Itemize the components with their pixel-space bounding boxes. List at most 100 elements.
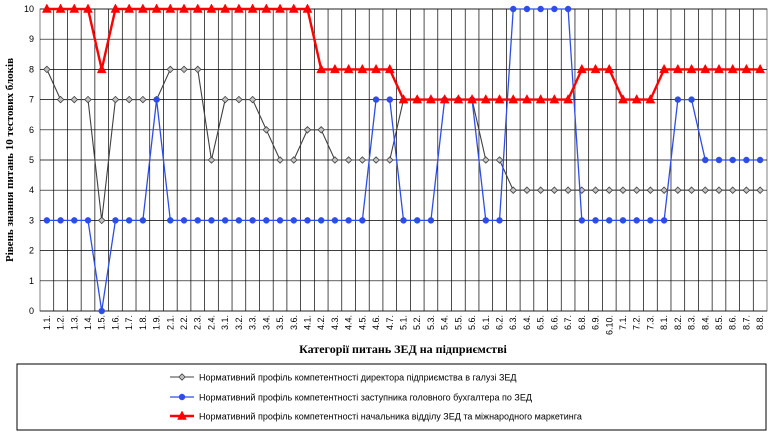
x-tick-label: 1.6.	[110, 315, 120, 330]
y-tick-label: 2	[29, 246, 34, 256]
y-tick-label: 6	[29, 125, 34, 135]
data-point-diamond	[674, 186, 682, 194]
x-tick-label: 5.3.	[426, 315, 436, 330]
series-2	[43, 5, 764, 315]
y-tick-label: 5	[29, 155, 34, 165]
y-axis-label: Рівень знання питань 10 тестових блоків	[4, 58, 16, 262]
data-point-triangle	[480, 94, 491, 104]
data-point-triangle	[206, 3, 217, 13]
x-tick-label: 8.2.	[673, 315, 683, 330]
data-point-diamond	[482, 156, 490, 164]
y-tick-labels: 0 1 2 3 4 5 6 7 8 9 10	[24, 4, 34, 316]
data-point-circle	[592, 217, 599, 224]
series-1	[43, 65, 764, 225]
x-tick-label: 5.4.	[440, 315, 450, 330]
data-point-circle	[139, 217, 147, 224]
x-tick-label: 2.2.	[179, 315, 189, 330]
data-point-triangle	[275, 3, 285, 13]
data-point-circle	[413, 217, 421, 224]
data-point-diamond	[139, 95, 147, 104]
x-tick-label: 4.6.	[371, 315, 381, 330]
data-point-circle	[427, 217, 435, 224]
data-point-circle	[633, 217, 640, 224]
data-point-triangle	[261, 3, 272, 13]
data-point-triangle	[439, 94, 450, 104]
data-point-diamond	[331, 156, 339, 164]
x-tick-label: 6.2.	[495, 315, 505, 330]
data-point-diamond	[358, 156, 367, 164]
data-point-triangle	[714, 63, 724, 74]
series-3	[41, 3, 766, 104]
data-point-circle	[178, 393, 186, 401]
x-tick-label: 3.3.	[248, 315, 258, 330]
data-point-diamond	[646, 186, 655, 194]
x-tick-label: 6.1.	[481, 315, 491, 330]
y-tick-label: 1	[29, 276, 34, 286]
data-point-triangle	[549, 94, 560, 104]
x-tick-label: 7.3.	[645, 315, 655, 330]
data-point-circle	[564, 5, 572, 13]
data-point-triangle	[357, 63, 368, 74]
data-point-triangle	[247, 3, 258, 13]
data-point-triangle	[371, 63, 381, 74]
data-point-triangle	[604, 63, 615, 74]
x-tick-label: 4.2.	[316, 315, 326, 330]
data-point-triangle	[69, 3, 80, 13]
data-point-diamond	[523, 186, 531, 194]
data-point-diamond	[125, 95, 133, 104]
data-point-triangle	[508, 94, 519, 104]
data-point-triangle	[494, 94, 505, 104]
data-point-diamond	[166, 65, 175, 74]
y-tick-label: 4	[29, 185, 34, 195]
data-point-triangle	[576, 63, 587, 74]
data-point-diamond	[235, 95, 243, 104]
data-point-triangle	[179, 3, 189, 13]
x-tick-labels: 1.1. 1.2. 1.3. 1.4. 1.5. 1.6. 1.7. 1.8. 1.9. 2.1.…	[42, 315, 765, 335]
data-point-circle	[249, 217, 256, 224]
data-point-circle	[729, 156, 736, 164]
x-tick-label: 1.4.	[83, 315, 93, 330]
data-point-circle	[98, 307, 105, 315]
data-point-circle	[359, 217, 366, 224]
data-point-diamond	[509, 186, 518, 194]
x-tick-label: 8.8.	[755, 315, 765, 330]
x-tick-label: 1.8.	[138, 315, 148, 330]
data-point-triangle	[177, 410, 187, 420]
x-tick-label: 5.5.	[453, 315, 463, 330]
x-tick-label: 6.10.	[604, 315, 614, 335]
data-point-diamond	[180, 65, 188, 74]
data-point-circle	[125, 217, 133, 224]
data-point-diamond	[701, 186, 710, 194]
data-point-circle	[235, 217, 243, 224]
data-point-triangle	[302, 3, 313, 13]
data-point-triangle	[535, 94, 546, 104]
x-tick-label: 8.4.	[700, 315, 710, 330]
data-point-diamond	[687, 186, 696, 194]
x-tick-label: 1.1.	[42, 315, 52, 330]
data-point-circle	[606, 217, 613, 224]
legend-label: Нормативний профіль компетентності начал…	[199, 412, 582, 422]
data-point-triangle	[343, 63, 354, 74]
data-point-triangle	[41, 3, 52, 13]
data-point-diamond	[619, 186, 627, 194]
data-point-diamond	[495, 156, 504, 164]
data-point-circle	[578, 217, 586, 224]
data-point-diamond	[221, 95, 229, 104]
data-point-triangle	[563, 94, 574, 104]
data-point-triangle	[618, 94, 628, 104]
series-layer	[41, 3, 766, 315]
x-tick-label: 5.6.	[467, 315, 477, 330]
data-point-triangle	[83, 3, 93, 13]
x-tick-label: 6.3.	[508, 315, 518, 330]
x-tick-label: 6.4.	[522, 315, 532, 330]
legend-item: Нормативний профіль компетентності засту…	[170, 393, 532, 403]
data-point-diamond	[248, 95, 257, 104]
data-point-diamond	[178, 373, 186, 381]
data-point-circle	[221, 217, 229, 224]
legend-item: Нормативний профіль компетентності дирек…	[170, 373, 517, 383]
data-point-circle	[509, 5, 517, 13]
data-point-diamond	[289, 156, 298, 164]
y-tick-label: 3	[29, 215, 34, 225]
data-point-triangle	[110, 3, 121, 13]
